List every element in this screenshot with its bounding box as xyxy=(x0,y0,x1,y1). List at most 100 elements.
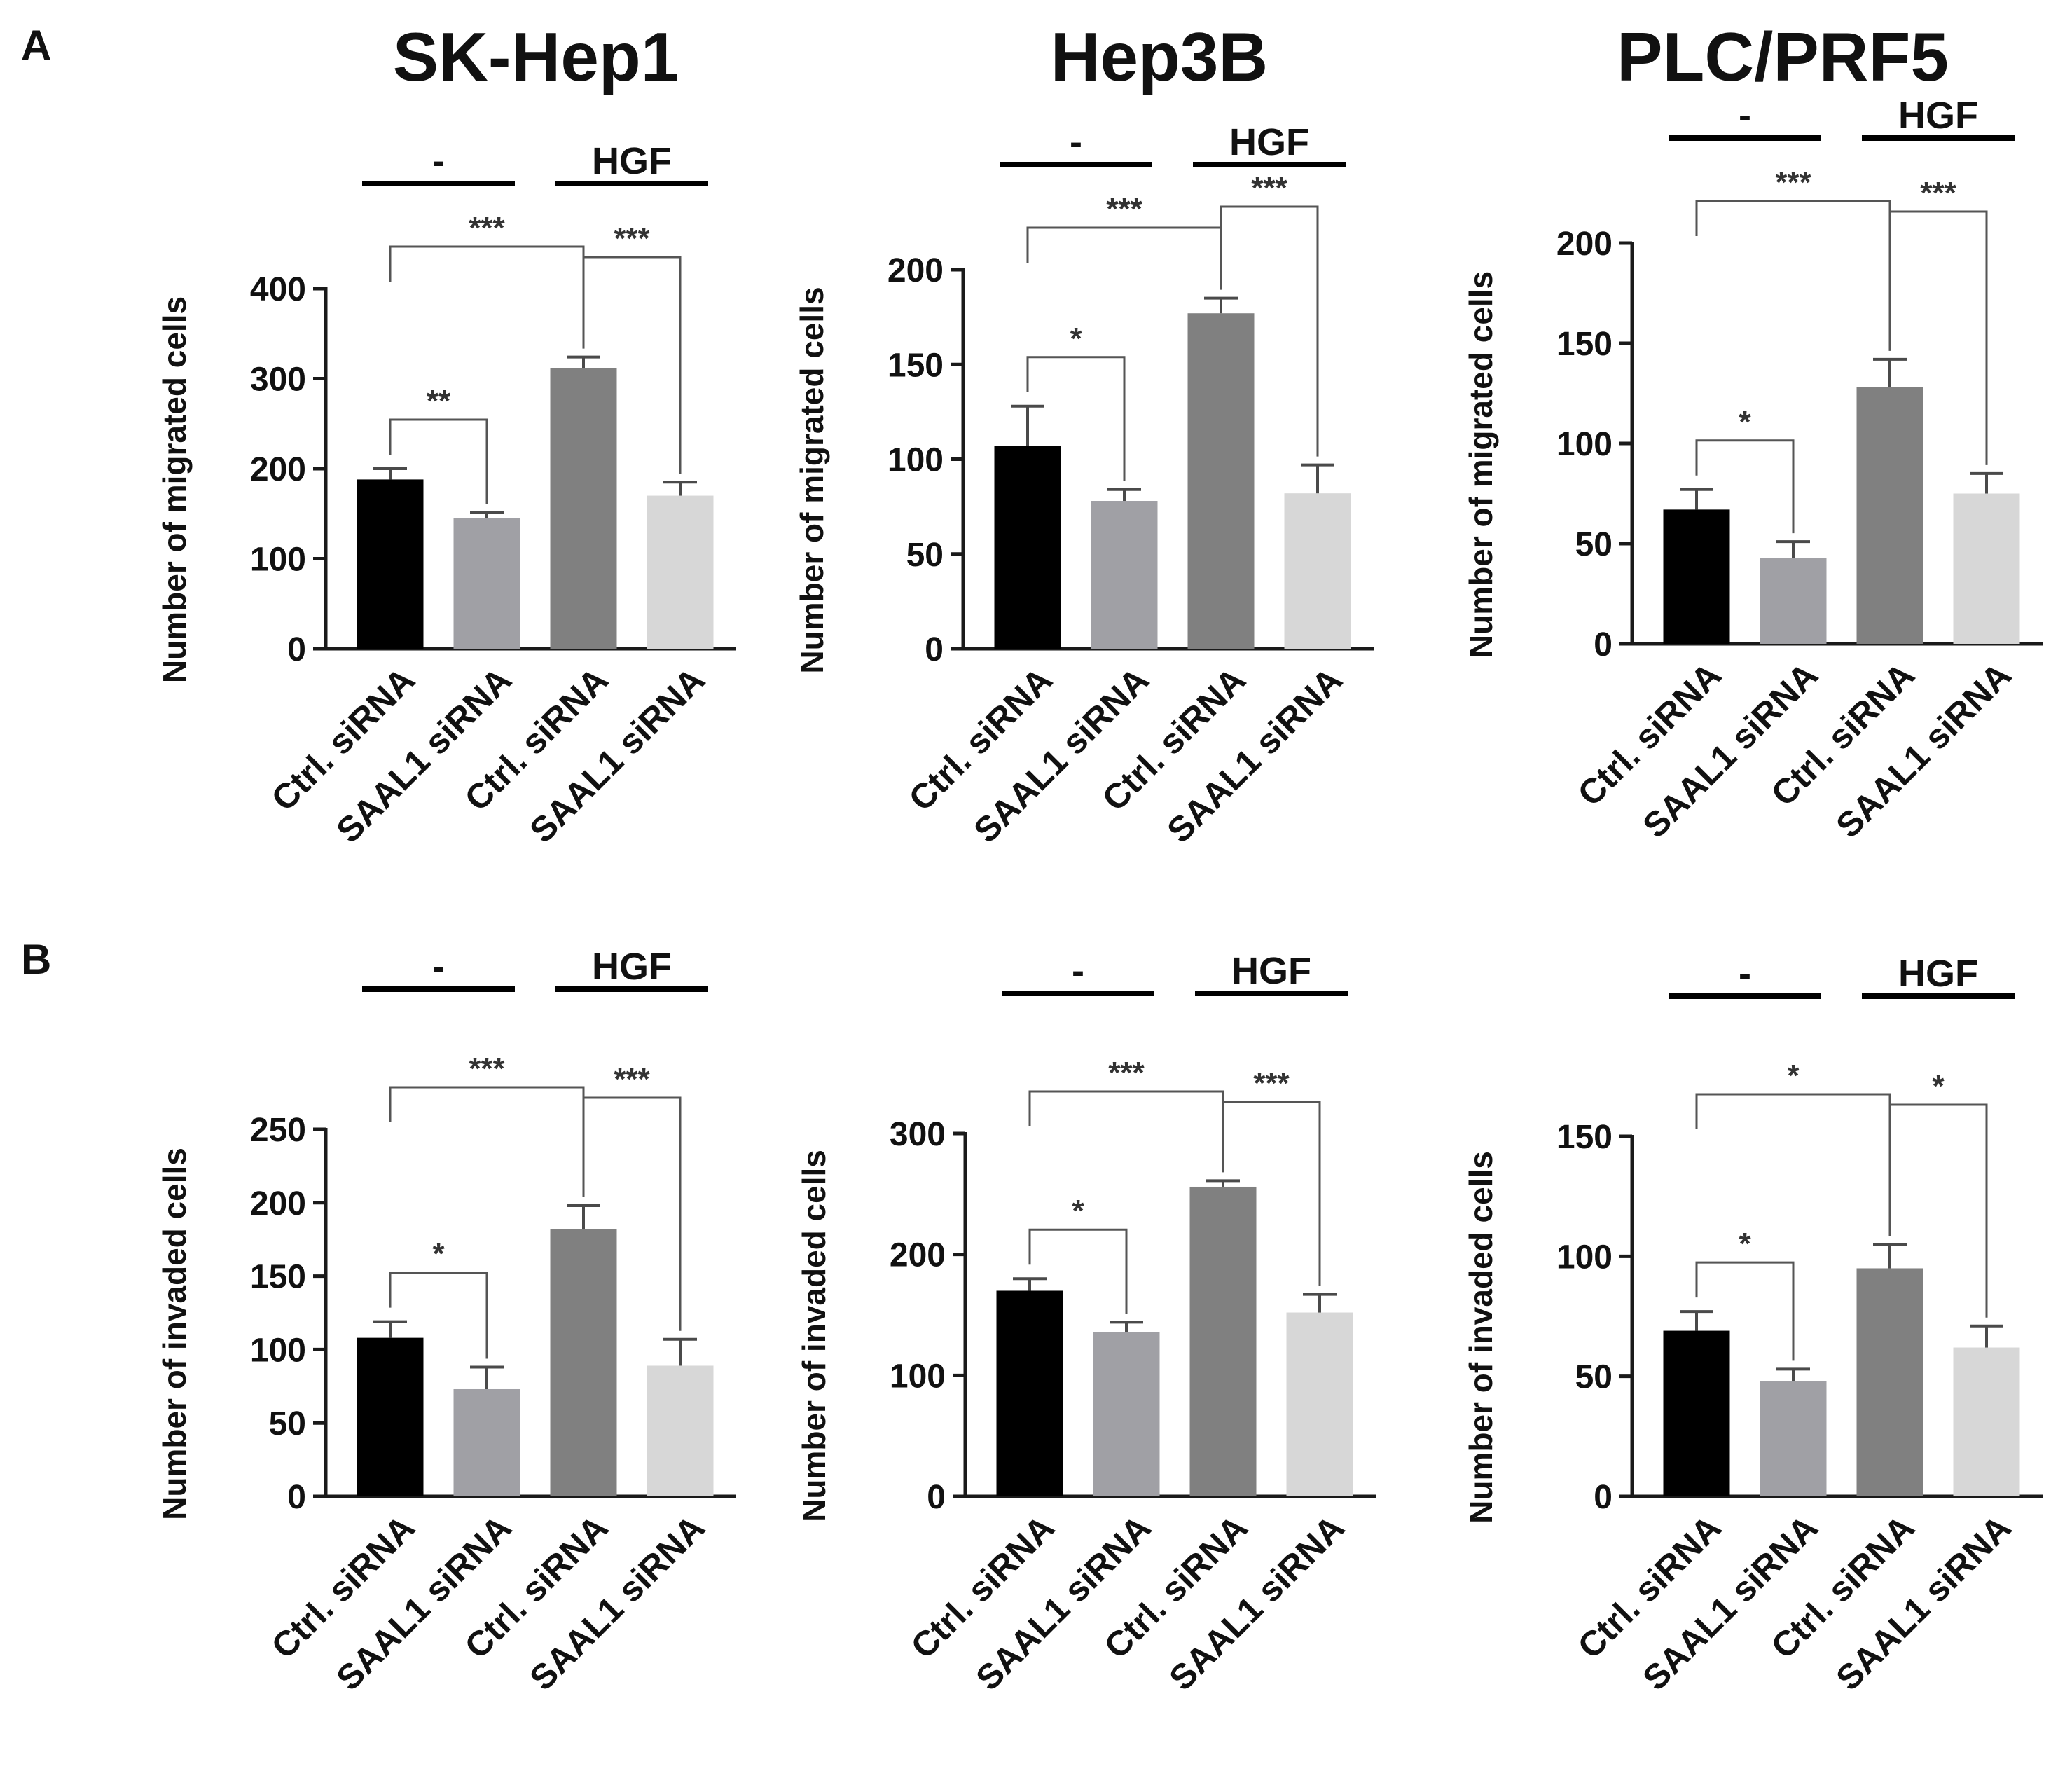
y-tick-label: 0 xyxy=(287,1479,306,1516)
y-tick-label: 50 xyxy=(269,1405,306,1442)
y-tick-label: 300 xyxy=(250,361,306,399)
significance-label: *** xyxy=(1775,165,1811,200)
group-label: - xyxy=(432,946,445,988)
significance-bracket xyxy=(1888,210,1988,465)
significance-label: *** xyxy=(469,1052,505,1086)
x-tick-label: SAAL1 siRNA xyxy=(522,1508,712,1697)
x-tick-label: SAAL1 siRNA xyxy=(329,660,518,850)
y-tick-label: 150 xyxy=(250,1259,306,1296)
bar xyxy=(357,1337,424,1496)
column-title-hep3b: Hep3B xyxy=(1051,18,1268,95)
y-tick-label: 150 xyxy=(1556,326,1612,363)
bar xyxy=(1663,509,1730,644)
significance-bracket xyxy=(1695,200,1891,351)
group-label: HGF xyxy=(592,140,672,182)
significance-bracket xyxy=(1028,1228,1128,1314)
bar xyxy=(1856,1268,1923,1496)
y-tick-label: 100 xyxy=(1556,1239,1612,1276)
significance-label: *** xyxy=(614,221,650,256)
group-label: HGF xyxy=(1231,950,1311,992)
significance-bracket xyxy=(1220,205,1319,457)
bar xyxy=(996,1290,1063,1496)
y-tick-label: 250 xyxy=(250,1112,306,1149)
bar xyxy=(550,1229,617,1496)
y-tick-label: 100 xyxy=(887,442,944,479)
y-tick-label: 300 xyxy=(890,1116,946,1153)
y-tick-label: 100 xyxy=(250,542,306,579)
bar xyxy=(1189,1186,1257,1496)
significance-label: * xyxy=(1787,1059,1800,1093)
bar xyxy=(1286,1312,1353,1496)
x-tick-label: SAAL1 siRNA xyxy=(1828,655,2018,845)
y-axis-title: Number of invaded cells xyxy=(1463,1151,1499,1524)
significance-label: *** xyxy=(1108,1056,1145,1090)
x-tick-label: SAAL1 siRNA xyxy=(1159,660,1349,850)
y-tick-label: 0 xyxy=(927,1479,946,1516)
y-tick-label: 50 xyxy=(906,537,944,574)
y-axis-title: Number of migrated cells xyxy=(156,296,193,683)
significance-bracket xyxy=(389,1272,488,1359)
significance-bracket xyxy=(389,245,585,349)
y-tick-label: 0 xyxy=(1594,1479,1612,1516)
bar xyxy=(1091,501,1158,649)
y-tick-label: 50 xyxy=(1575,526,1612,563)
panel-label-a: A xyxy=(21,22,51,69)
significance-label: * xyxy=(432,1237,445,1272)
x-tick-label: SAAL1 siRNA xyxy=(968,1508,1158,1697)
y-tick-label: 200 xyxy=(1556,226,1612,263)
y-tick-label: 200 xyxy=(890,1237,946,1274)
significance-label: * xyxy=(1932,1069,1945,1103)
bar xyxy=(1284,493,1351,649)
y-tick-label: 150 xyxy=(887,347,944,384)
y-axis-title: Number of invaded cells xyxy=(796,1150,832,1522)
bar xyxy=(453,518,520,649)
group-label: - xyxy=(1070,121,1082,163)
group-label: HGF xyxy=(1898,95,1978,137)
significance-label: ** xyxy=(427,384,451,418)
bar xyxy=(1760,558,1827,644)
y-tick-label: 50 xyxy=(1575,1359,1612,1396)
significance-label: *** xyxy=(1920,176,1956,210)
significance-label: *** xyxy=(469,211,505,245)
bar xyxy=(1187,313,1255,649)
y-tick-label: 200 xyxy=(887,252,944,289)
significance-bracket xyxy=(1695,439,1795,534)
group-label: HGF xyxy=(592,946,672,988)
y-axis-title: Number of invaded cells xyxy=(156,1148,193,1520)
significance-label: *** xyxy=(1253,1066,1290,1101)
y-tick-label: 150 xyxy=(1556,1119,1612,1156)
significance-bracket xyxy=(1028,1090,1224,1173)
bar xyxy=(1093,1332,1160,1496)
bar xyxy=(1953,493,2020,644)
y-tick-label: 200 xyxy=(250,1185,306,1222)
x-tick-label: SAAL1 siRNA xyxy=(1635,655,1825,845)
significance-label: * xyxy=(1739,1227,1751,1261)
y-axis-title: Number of migrated cells xyxy=(1463,271,1499,658)
y-tick-label: 200 xyxy=(250,451,306,488)
y-tick-label: 400 xyxy=(250,271,306,308)
column-title-sk-hep1: SK-Hep1 xyxy=(393,18,679,95)
group-label: HGF xyxy=(1898,953,1978,995)
bar xyxy=(994,446,1061,649)
y-tick-label: 0 xyxy=(925,631,944,668)
bar xyxy=(1856,387,1923,644)
x-tick-label: SAAL1 siRNA xyxy=(1161,1508,1351,1697)
panel-label-b: B xyxy=(21,936,51,983)
bar xyxy=(357,479,424,649)
y-axis-title: Number of migrated cells xyxy=(794,287,830,673)
significance-bracket xyxy=(582,1096,682,1331)
bar xyxy=(453,1388,520,1496)
significance-label: * xyxy=(1739,405,1751,439)
x-tick-label: SAAL1 siRNA xyxy=(329,1508,518,1697)
y-tick-label: 0 xyxy=(287,631,306,668)
group-label: - xyxy=(1739,95,1751,137)
y-tick-label: 0 xyxy=(1594,626,1612,663)
bar xyxy=(647,495,714,649)
x-tick-label: SAAL1 siRNA xyxy=(1635,1508,1825,1697)
group-label: - xyxy=(432,140,445,182)
